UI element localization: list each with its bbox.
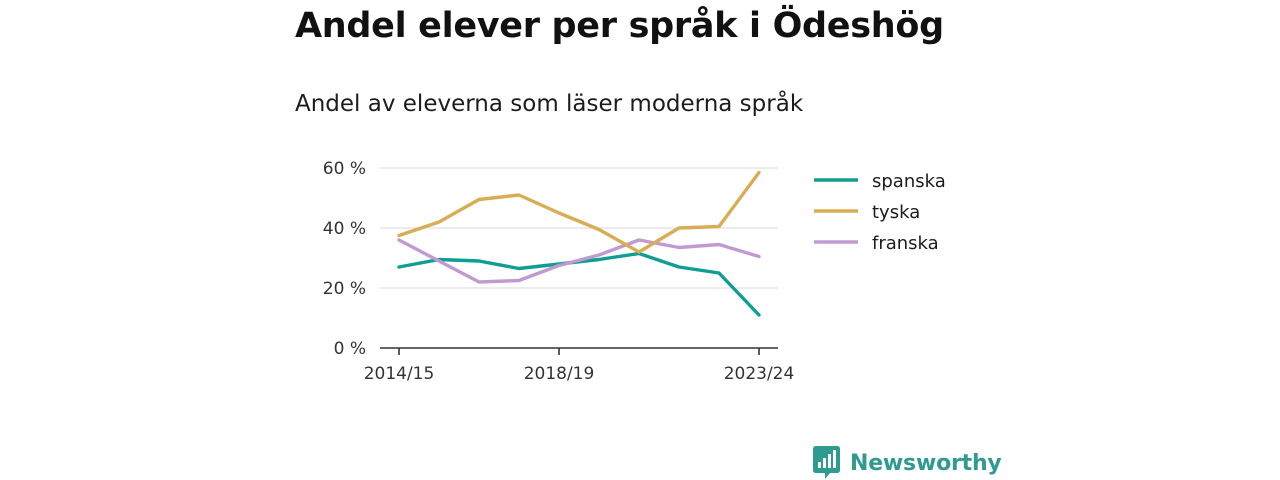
x-axis: 2014/15 2018/19 2023/24 <box>364 347 795 384</box>
series-line-franska <box>397 238 761 284</box>
y-tick-label: 40 % <box>323 219 366 239</box>
legend-label-franska: franska <box>872 233 939 254</box>
x-tick-label: 2023/24 <box>724 364 795 384</box>
legend-label-tyska: tyska <box>872 202 920 223</box>
series-lines <box>397 170 761 317</box>
legend-label-spanska: spanska <box>872 171 946 192</box>
series-line-tyska <box>397 170 761 254</box>
brand-name: Newsworthy <box>850 450 1002 476</box>
chart-title: Andel elever per språk i Ödeshög <box>295 6 944 46</box>
series-line-spanska <box>397 251 761 317</box>
legend: spanska tyska franska <box>814 171 946 254</box>
y-tick-label: 60 % <box>323 159 366 179</box>
line-chart: 0 % 20 % 40 % 60 % 2014/15 2018/19 2023/24 sp… <box>323 159 946 384</box>
x-tick-label: 2018/19 <box>524 364 595 384</box>
bar-chart-speech-bubble-icon <box>813 446 840 479</box>
grid-lines: 0 % 20 % 40 % 60 % <box>323 159 778 359</box>
y-tick-label: 20 % <box>323 279 366 299</box>
x-tick-label: 2014/15 <box>364 364 435 384</box>
newsworthy-logo[interactable]: Newsworthy <box>813 446 1002 480</box>
chart-subtitle: Andel av eleverna som läser moderna språ… <box>295 91 804 117</box>
y-tick-label: 0 % <box>334 339 366 359</box>
